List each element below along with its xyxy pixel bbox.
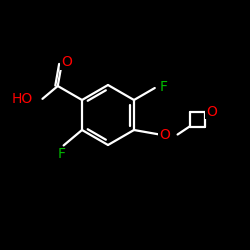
Text: F: F [58, 148, 66, 162]
Text: O: O [206, 104, 217, 118]
Text: F: F [160, 80, 168, 94]
Text: O: O [159, 128, 170, 141]
Text: O: O [61, 55, 72, 69]
Text: HO: HO [11, 92, 32, 106]
